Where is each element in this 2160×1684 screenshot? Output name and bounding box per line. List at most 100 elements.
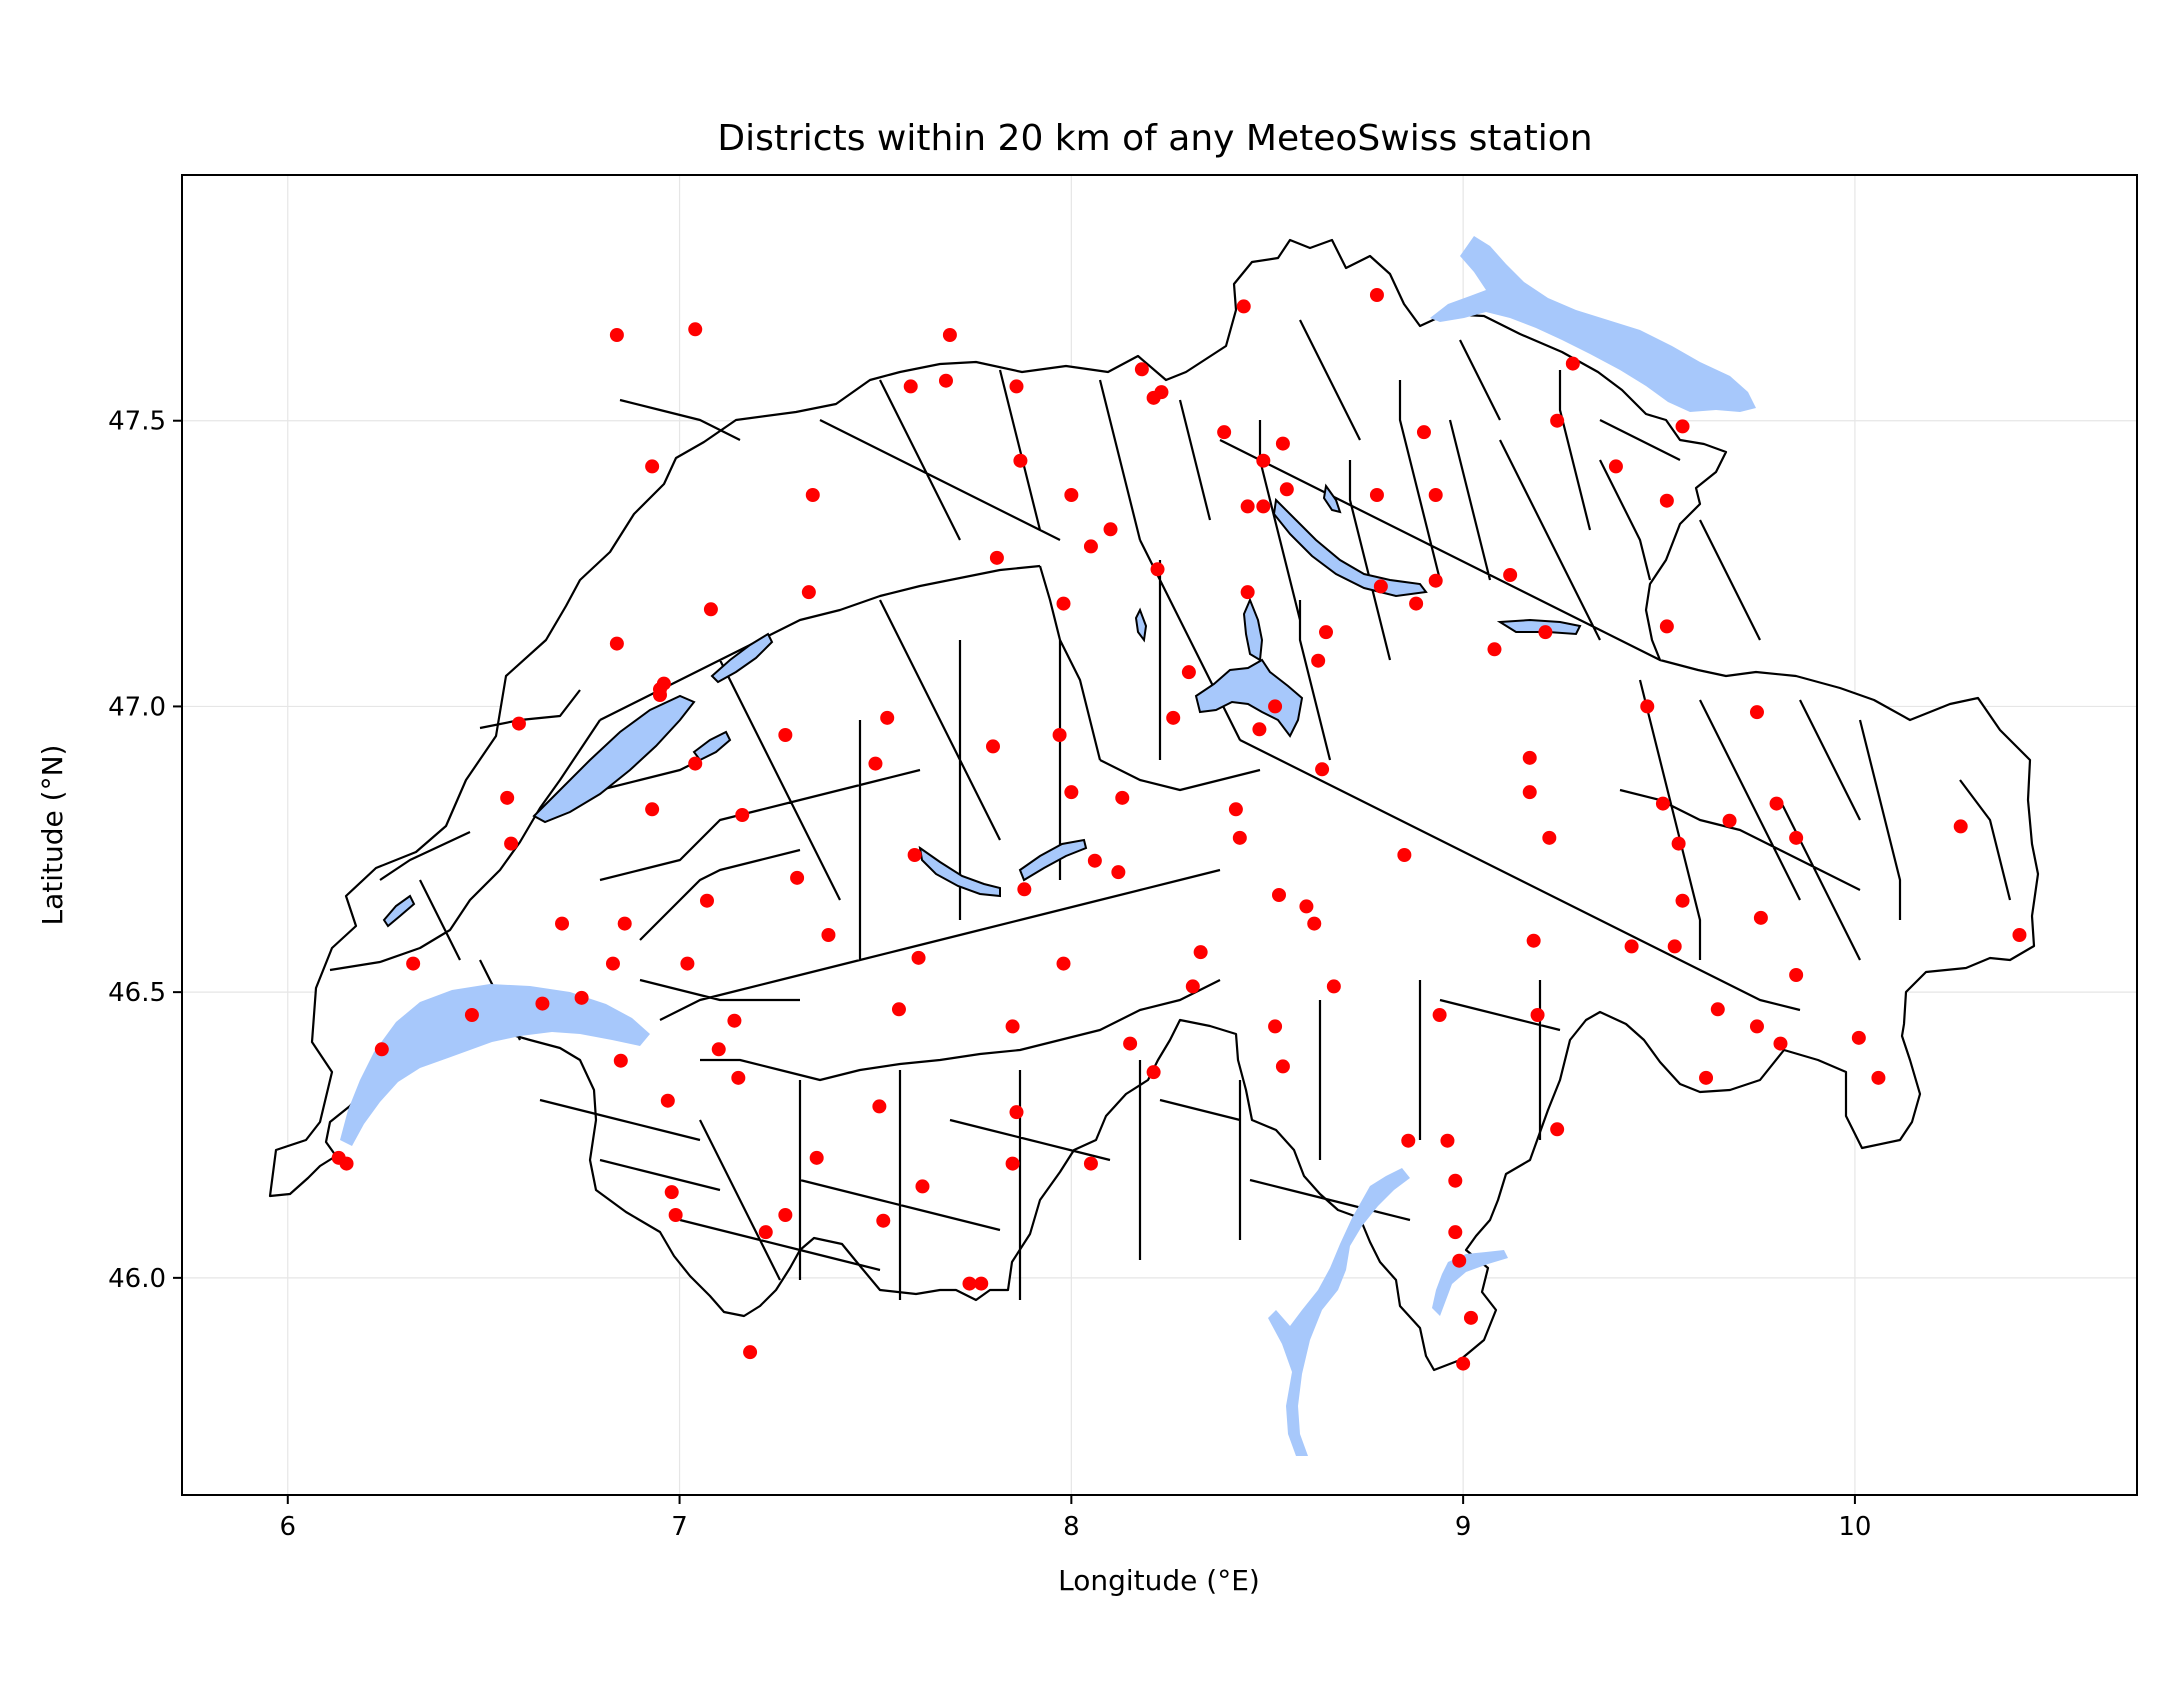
station-point [511, 716, 526, 731]
x-axis-ticks: 6 7 8 9 10 [280, 1495, 1871, 1542]
station-point [1193, 945, 1208, 960]
station-point [1409, 596, 1424, 611]
station-point [1769, 796, 1784, 811]
station-point [652, 688, 667, 702]
station-point [1640, 699, 1655, 714]
station-point [656, 676, 671, 691]
station-point [735, 808, 750, 822]
station-point [1369, 488, 1384, 502]
station-point [915, 1179, 930, 1194]
station-point [1699, 1070, 1714, 1085]
station-point [1624, 939, 1639, 954]
station-point [1134, 362, 1149, 377]
station-point [1240, 585, 1255, 600]
station-point [1013, 453, 1028, 468]
y-axis-ticks: 46.0 46.5 47.0 47.5 [108, 407, 182, 1294]
lake-brienz [1018, 838, 1088, 882]
station-point [1608, 459, 1623, 474]
station-point [758, 1225, 773, 1240]
lake-lugano [1432, 1250, 1508, 1316]
station-point [1369, 288, 1384, 302]
station-point [1401, 1133, 1416, 1148]
station-point [574, 990, 589, 1005]
station-point [1299, 899, 1314, 914]
station-point [778, 728, 793, 742]
station-point [613, 1053, 628, 1068]
station-point [1526, 933, 1541, 948]
station-point [1279, 482, 1294, 497]
station-point [1056, 596, 1071, 611]
station-point [1675, 419, 1690, 434]
station-point [1789, 968, 1804, 982]
lake-biel [710, 632, 774, 684]
station-point [374, 1042, 389, 1057]
station-point [711, 1042, 726, 1057]
station-point [868, 756, 883, 771]
station-point [1397, 848, 1412, 862]
chart-title: Districts within 20 km of any MeteoSwiss… [717, 118, 1592, 159]
district-borders [329, 319, 2012, 1300]
station-point [1240, 499, 1255, 514]
station-point [1083, 539, 1098, 554]
y-axis-label: Latitude (°N) [36, 745, 69, 926]
station-point [942, 328, 957, 342]
station-point [1503, 568, 1518, 582]
station-point [962, 1276, 977, 1291]
station-point [876, 1213, 891, 1228]
station-point [1428, 573, 1443, 588]
station-point [1456, 1356, 1471, 1371]
station-point [1659, 619, 1674, 634]
station-point [1428, 488, 1443, 502]
station-point [1087, 853, 1102, 868]
station-point [645, 802, 660, 817]
station-point [801, 585, 816, 600]
station-point [1268, 1019, 1283, 1034]
station-point [727, 1013, 742, 1028]
station-point [1150, 562, 1165, 577]
station-point [1232, 830, 1247, 845]
lake-lucerne [1194, 658, 1304, 738]
station-point [1236, 299, 1251, 314]
station-point [743, 1345, 758, 1360]
station-point [1252, 722, 1267, 737]
station-point [880, 710, 895, 725]
station-point [974, 1276, 989, 1291]
station-point [1722, 813, 1737, 828]
station-point [1319, 625, 1334, 640]
station-point [1675, 893, 1690, 908]
x-tick-label: 10 [1838, 1512, 1871, 1542]
station-point [1307, 916, 1322, 931]
y-tick-label: 46.5 [108, 978, 166, 1008]
station-point [1009, 1105, 1024, 1120]
station-point [1710, 1002, 1725, 1017]
plot-frame [181, 174, 2138, 1496]
station-point [688, 756, 703, 771]
lake-neuchatel [532, 694, 696, 824]
station-point [805, 488, 820, 502]
station-point [1275, 1059, 1290, 1074]
station-point [1326, 979, 1341, 994]
station-point [1773, 1036, 1788, 1051]
station-point [1123, 1036, 1138, 1051]
station-point [907, 848, 922, 862]
station-point [1671, 836, 1686, 851]
station-point [1373, 579, 1388, 594]
station-point [1005, 1019, 1020, 1034]
x-axis-label: Longitude (°E) [1058, 1564, 1260, 1597]
station-point [872, 1099, 887, 1114]
station-point [1550, 413, 1565, 428]
station-point [1256, 499, 1271, 514]
station-point [1953, 819, 1968, 834]
station-points [331, 288, 2027, 1371]
station-point [605, 956, 620, 971]
station-point [731, 1070, 746, 1085]
station-point [609, 636, 624, 651]
station-point [668, 1208, 683, 1222]
station-point [1542, 830, 1557, 845]
station-point [1871, 1070, 1886, 1085]
station-point [1275, 436, 1290, 451]
station-point [903, 379, 918, 394]
station-point [790, 870, 805, 885]
station-point [680, 956, 695, 971]
lake-zurich [1272, 497, 1428, 598]
